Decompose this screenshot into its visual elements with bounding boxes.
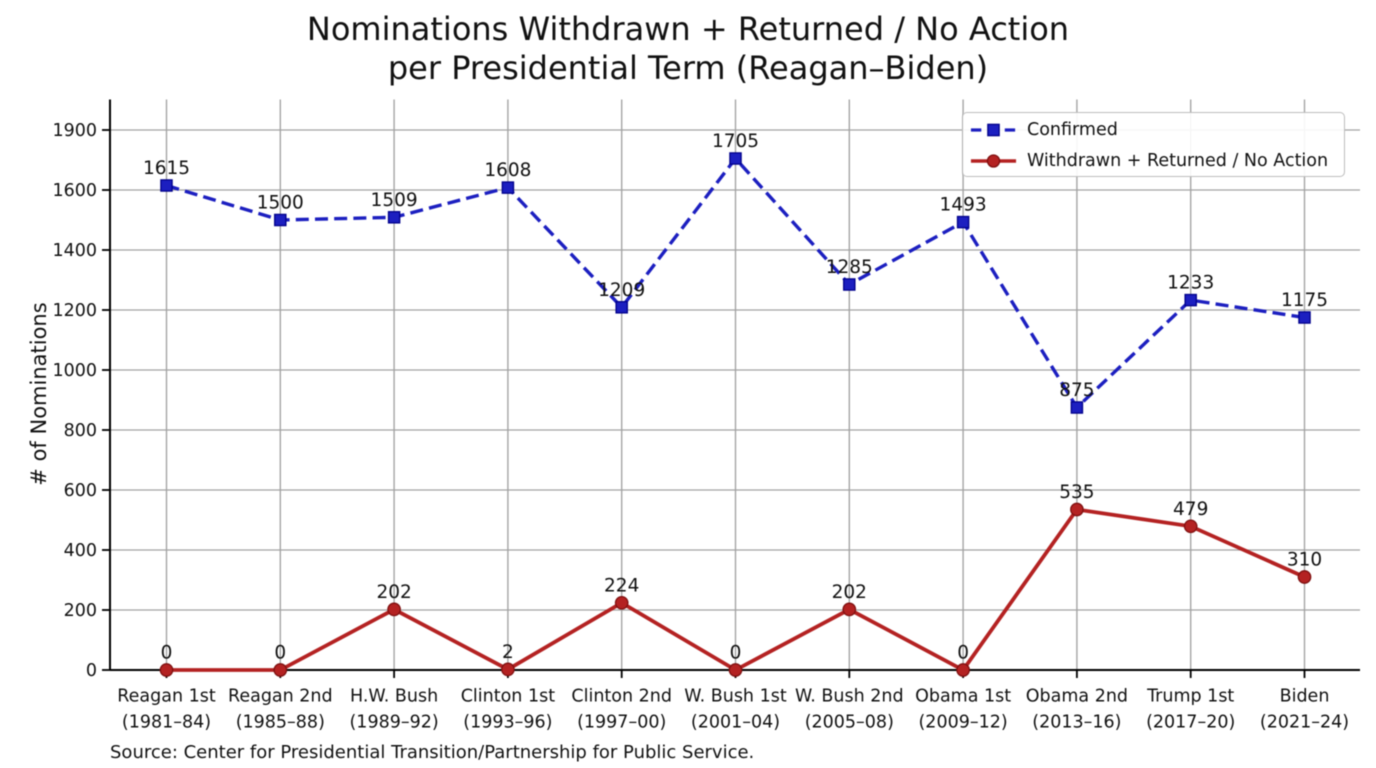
data-label: 202 (376, 582, 411, 603)
data-label: 0 (957, 643, 969, 664)
marker-square (1184, 293, 1197, 307)
data-label: 0 (161, 643, 173, 664)
marker-circle (387, 602, 401, 617)
marker-circle (728, 663, 743, 677)
legend: Confirmed Withdrawn + Returned / No Acti… (962, 112, 1345, 177)
x-tick-label-name: Trump 1st (1146, 687, 1234, 707)
marker-circle (159, 663, 174, 677)
y-tick-label: 1000 (52, 361, 97, 381)
legend-confirmed-label: Confirmed (1027, 120, 1118, 141)
y-tick-label: 800 (64, 421, 97, 441)
legend-item-withdrawn: Withdrawn + Returned / No Action (970, 146, 1344, 177)
y-tick-label: 1200 (52, 301, 97, 321)
series-withdrawn: 0 0 202 2 224 0 202 0 535 479 310 (159, 482, 1322, 677)
x-tick-label-name: W. Bush 1st (684, 687, 787, 707)
chart-title-line1: Nominations Withdrawn + Returned / No Ac… (306, 10, 1070, 48)
marker-square (1298, 311, 1311, 324)
y-tick-label: 200 (64, 601, 97, 621)
data-label: 1493 (940, 195, 987, 216)
source-note: Source: Center for Presidential Transiti… (110, 742, 755, 763)
y-tick-label: 1600 (52, 181, 97, 201)
x-tick-label-years: (1981–84) (122, 713, 211, 733)
tick-labels: 020040060080010001200140016001900Reagan … (52, 121, 1349, 732)
data-label: 1500 (257, 193, 304, 214)
data-label: 1233 (1167, 273, 1214, 294)
data-label: 310 (1287, 550, 1322, 571)
marker-square (160, 179, 173, 192)
x-tick-label-name: Reagan 2nd (228, 687, 333, 707)
marker-circle (614, 595, 629, 610)
y-tick-label: 600 (64, 481, 97, 501)
series-confirmed: 1615 1500 1509 1608 1209 1705 1285 1493 875 1233 1… (143, 131, 1328, 414)
x-tick-label-name: Biden (1280, 687, 1330, 707)
x-tick-label-years: (2021–24) (1260, 713, 1349, 733)
legend-withdrawn-line-sample (970, 154, 1017, 168)
x-tick-label-years: (1985–88) (236, 713, 325, 733)
x-tick-label-years: (1989–92) (349, 713, 438, 733)
data-label: 202 (832, 582, 867, 603)
data-label: 1509 (371, 190, 418, 211)
y-tick-label: 400 (64, 541, 97, 561)
x-tick-label-name: Obama 1st (915, 687, 1011, 707)
data-label: 1209 (598, 280, 645, 301)
y-tick-label: 0 (86, 661, 97, 681)
x-tick-label-name: Reagan 1st (117, 687, 216, 707)
data-label: 479 (1173, 499, 1208, 520)
x-tick-label-years: (1997–00) (577, 713, 666, 733)
marker-square (274, 213, 287, 227)
data-label: 1285 (826, 257, 873, 278)
x-tick-label-years: (2017–20) (1146, 713, 1235, 733)
data-label: 1615 (143, 158, 190, 179)
marker-square (387, 211, 401, 224)
marker-circle (842, 602, 857, 617)
marker-circle (501, 662, 515, 677)
data-label: 535 (1059, 482, 1094, 503)
x-tick-label-name: H.W. Bush (350, 687, 438, 707)
y-tick-label: 1400 (52, 241, 97, 261)
marker-circle (1070, 502, 1084, 517)
data-label: 1705 (712, 131, 759, 152)
marker-square (501, 181, 515, 194)
x-tick-label-years: (2009–12) (918, 713, 1007, 733)
y-tick-label: 1900 (52, 121, 97, 141)
marker-circle (1183, 519, 1198, 534)
marker-square (843, 278, 856, 291)
chart-title-line2: per Presidential Term (Reagan–Biden) (387, 49, 989, 87)
x-tick-label-name: W. Bush 2nd (795, 687, 904, 707)
x-tick-label-years: (2001–04) (691, 713, 780, 733)
legend-confirmed-line-sample (970, 123, 1017, 137)
data-label: 1608 (484, 160, 531, 181)
chart-title: Nominations Withdrawn + Returned / No Ac… (0, 10, 1376, 88)
marker-square (729, 152, 742, 165)
marker-square (956, 215, 970, 229)
marker-circle (273, 663, 288, 677)
x-tick-label-years: (2005–08) (805, 713, 894, 733)
data-label: 2 (502, 642, 514, 663)
x-tick-label-name: Obama 2nd (1026, 687, 1128, 707)
legend-item-confirmed: Confirmed (970, 115, 1344, 146)
x-tick-label-name: Clinton 2nd (571, 687, 672, 707)
x-tick-label-years: (1993–96) (463, 713, 552, 733)
marker-circle (956, 663, 970, 677)
x-tick-label-name: Clinton 1st (461, 687, 556, 707)
marker-square (1070, 401, 1084, 414)
x-tick-label-years: (2013–16) (1032, 713, 1121, 733)
data-label: 224 (604, 575, 639, 596)
data-label: 1175 (1281, 290, 1328, 311)
data-label: 0 (730, 643, 742, 664)
marker-square (615, 301, 628, 314)
marker-circle (1297, 570, 1312, 584)
data-label: 0 (274, 643, 286, 664)
legend-withdrawn-label: Withdrawn + Returned / No Action (1027, 150, 1329, 171)
data-label: 875 (1059, 380, 1094, 401)
gridlines (110, 99, 1360, 671)
